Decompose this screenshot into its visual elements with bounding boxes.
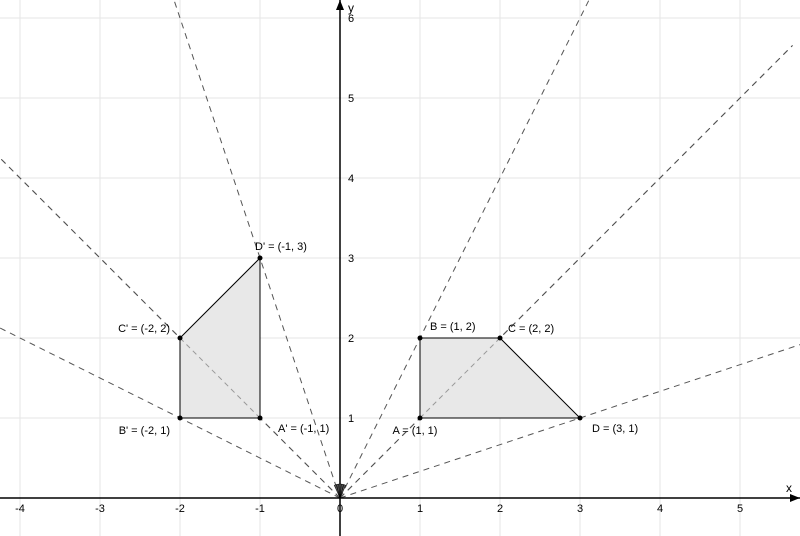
vertex-label-Cprime: C' = (-2, 2) [118, 323, 170, 335]
vertex-point [178, 336, 183, 341]
vertex-point [258, 256, 263, 261]
vertex-point [258, 416, 263, 421]
x-tick-label: 2 [497, 503, 503, 515]
x-axis-label: x [786, 481, 792, 495]
x-axis-arrow [790, 494, 800, 502]
vertex-point [418, 416, 423, 421]
y-tick-label: 5 [348, 93, 354, 105]
x-tick-label: 3 [577, 503, 583, 515]
polygon-right [420, 338, 580, 418]
y-tick-label: 3 [348, 253, 354, 265]
vertex-label-B: B = (1, 2) [430, 321, 476, 333]
vertex-point [178, 416, 183, 421]
x-tick-label: 0 [337, 503, 343, 515]
coordinate-plane: xy-4-3-2-1012345123456A = (1, 1)B = (1, … [0, 0, 800, 536]
y-tick-label: 1 [348, 413, 354, 425]
y-tick-label: 6 [348, 13, 354, 25]
vertex-label-Dprime: D' = (-1, 3) [255, 241, 307, 253]
vertex-point [418, 336, 423, 341]
x-tick-label: 1 [417, 503, 423, 515]
x-tick-label: -2 [175, 503, 185, 515]
y-tick-label: 4 [348, 173, 354, 185]
vertex-point [578, 416, 583, 421]
vertex-label-D: D = (3, 1) [592, 423, 638, 435]
x-tick-label: -4 [15, 503, 25, 515]
y-tick-label: 2 [348, 333, 354, 345]
x-tick-label: 5 [737, 503, 743, 515]
vertex-label-C: C = (2, 2) [508, 323, 554, 335]
projection-ray [340, 296, 800, 498]
projection-ray [340, 0, 626, 498]
x-tick-label: -1 [255, 503, 265, 515]
y-axis-arrow [336, 0, 344, 10]
x-tick-label: -3 [95, 503, 105, 515]
projection-ray [0, 212, 340, 498]
vertex-point [498, 336, 503, 341]
polygon-left [180, 258, 260, 418]
vertex-label-Aprime: A' = (-1, 1) [278, 423, 329, 435]
vertex-label-Bprime: B' = (-2, 1) [119, 425, 170, 437]
vertex-label-A: A = (1, 1) [393, 425, 438, 437]
x-tick-label: 4 [657, 503, 663, 515]
